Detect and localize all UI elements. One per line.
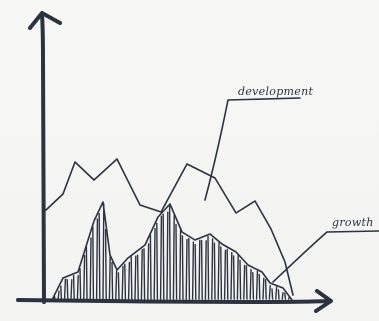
hatch-stroke — [239, 259, 242, 300]
hatch-stroke — [230, 251, 233, 300]
hatch-stroke — [281, 291, 284, 300]
hatch-stroke — [245, 265, 248, 300]
hatch-stroke — [232, 255, 235, 300]
hatch-stroke — [124, 263, 127, 300]
hatch-stroke — [108, 254, 111, 300]
hatch-stroke — [175, 223, 178, 300]
hatch-stroke — [159, 215, 163, 300]
hatch-stroke — [127, 261, 131, 300]
hatch-stroke — [60, 285, 63, 300]
hatch-stroke — [211, 238, 214, 300]
growth-hatching — [53, 203, 291, 300]
hatch-stroke — [223, 249, 227, 300]
hatch-stroke — [70, 279, 73, 300]
hatch-stroke — [179, 228, 182, 300]
hatch-stroke — [153, 227, 156, 300]
hatch-stroke — [117, 272, 120, 300]
hatch-stroke — [236, 254, 239, 300]
x-axis — [16, 289, 333, 313]
hatch-stroke — [76, 275, 79, 300]
hatch-stroke — [213, 242, 216, 300]
hatch-stroke — [95, 218, 99, 300]
hatch-stroke — [85, 246, 88, 300]
hatch-stroke — [156, 222, 159, 300]
hatch-stroke — [104, 229, 107, 300]
hatch-stroke — [252, 272, 255, 300]
hatch-stroke — [136, 254, 139, 300]
hatch-stroke — [121, 265, 124, 300]
hatch-stroke — [63, 278, 67, 300]
hatch-stroke — [217, 242, 220, 300]
hatch-stroke — [72, 274, 75, 300]
hatch-stroke — [275, 286, 278, 300]
hatch-stroke — [147, 243, 150, 300]
hatch-stroke — [258, 273, 261, 300]
y-axis — [28, 11, 62, 304]
hatch-stroke — [140, 249, 143, 300]
hatch-stroke — [166, 211, 169, 300]
hatch-stroke — [277, 289, 280, 300]
hatch-stroke — [168, 205, 171, 300]
development-annotation: development — [204, 85, 313, 201]
hatch-stroke — [143, 248, 146, 300]
hatch-stroke — [198, 239, 201, 300]
hatch-stroke — [287, 296, 291, 300]
hatch-stroke — [115, 270, 118, 300]
hatch-stroke — [220, 246, 223, 300]
development-label: development — [238, 85, 313, 98]
hatch-stroke — [255, 270, 259, 300]
hatch-stroke — [66, 278, 69, 300]
hatch-stroke — [53, 295, 56, 300]
hatch-stroke — [207, 235, 210, 300]
growth-label: growth — [332, 216, 374, 229]
hatch-stroke — [194, 243, 197, 300]
hatch-stroke — [162, 213, 165, 300]
growth-area — [51, 201, 293, 301]
hatch-stroke — [83, 254, 86, 300]
hatch-stroke — [98, 213, 101, 300]
hatch-stroke — [111, 261, 114, 300]
hatch-stroke — [92, 224, 95, 300]
hatch-stroke — [149, 233, 152, 300]
hatch-stroke — [284, 292, 287, 300]
hatch-stroke — [130, 256, 133, 300]
hatch-stroke — [185, 238, 188, 300]
hatch-stroke — [271, 288, 274, 300]
hatch-stroke — [181, 235, 184, 300]
hatch-stroke — [79, 268, 82, 300]
hatch-stroke — [188, 237, 191, 300]
hatch-stroke — [89, 237, 92, 300]
hatch-stroke — [57, 290, 60, 300]
hatch-stroke — [264, 279, 267, 300]
development-curve — [45, 158, 294, 296]
hatch-stroke — [134, 255, 137, 300]
hatch-stroke — [268, 284, 271, 300]
hatch-stroke — [204, 240, 207, 300]
hatch-stroke — [191, 241, 195, 300]
growth-annotation: growth — [272, 216, 379, 283]
hatch-stroke — [200, 239, 203, 300]
hatch-stroke — [102, 203, 105, 300]
hatch-stroke — [262, 277, 265, 300]
hatch-stroke — [226, 248, 229, 300]
hatch-stroke — [249, 268, 252, 300]
hatch-stroke — [172, 214, 175, 300]
hatch-stroke — [243, 264, 246, 300]
